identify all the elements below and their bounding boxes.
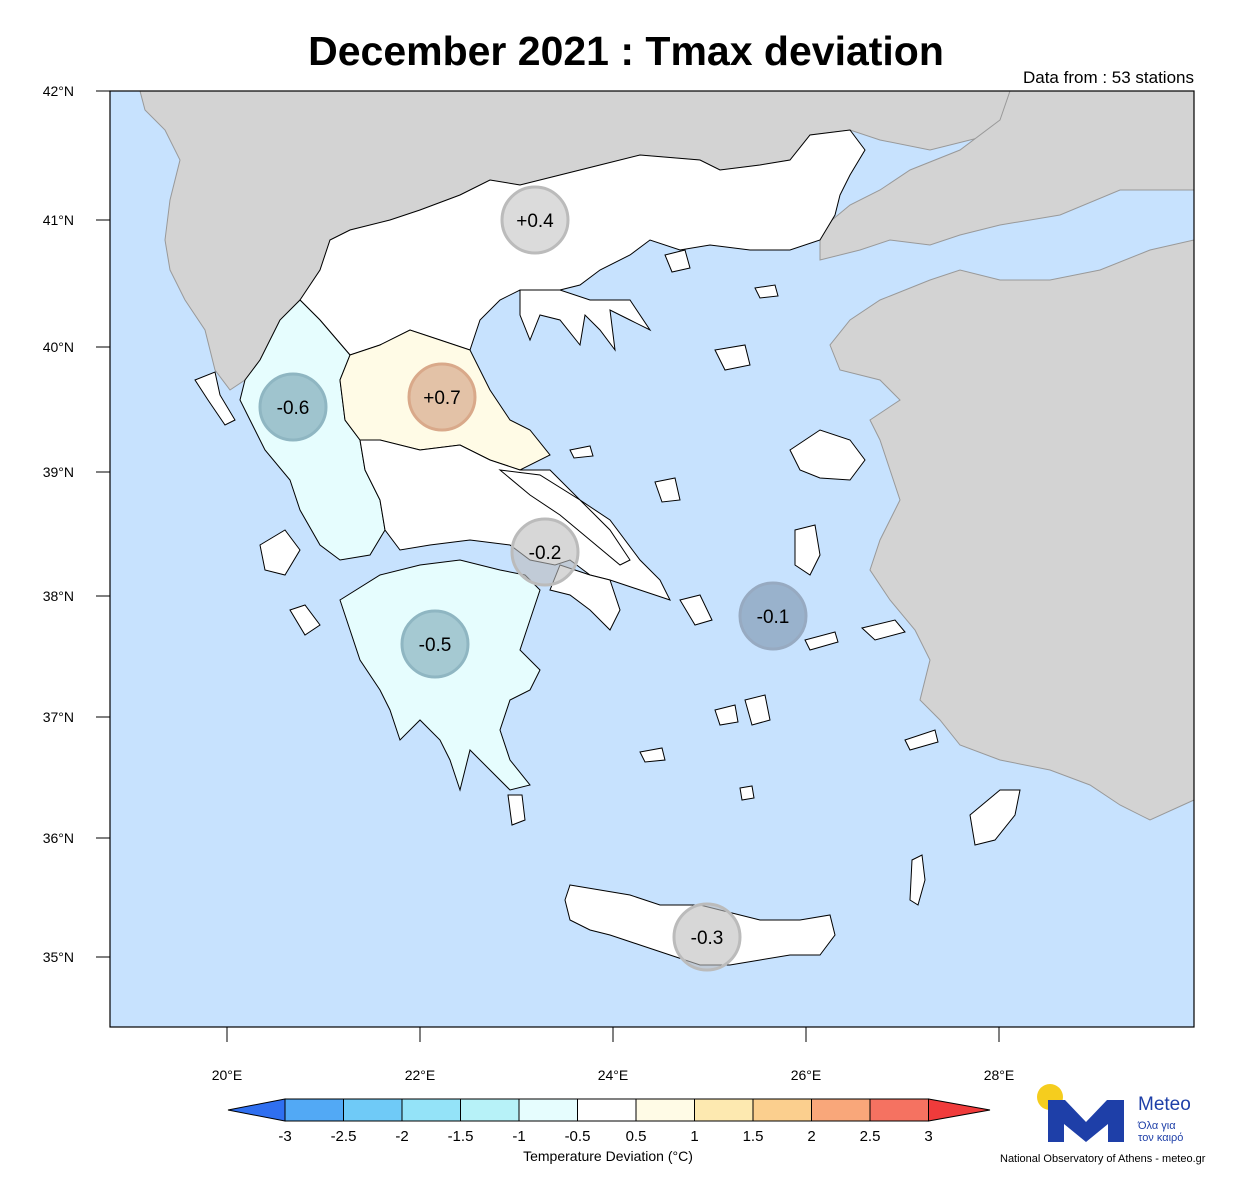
footer-credit: National Observatory of Athens - meteo.g… — [1000, 1153, 1206, 1165]
colorbar-bin — [460, 1098, 520, 1122]
lat-label-7: 35°N — [43, 949, 74, 965]
skyros — [654, 477, 681, 503]
deviation-label: +0.7 — [423, 388, 461, 409]
colorbar-tick: 0.5 — [626, 1128, 647, 1145]
lat-label-5: 37°N — [43, 709, 74, 725]
lat-label-2: 40°N — [43, 339, 74, 355]
deviation-label: -0.1 — [757, 607, 790, 628]
lat-label-1: 41°N — [43, 212, 74, 228]
station-count: Data from : 53 stations — [1022, 68, 1194, 87]
thasos — [664, 249, 691, 273]
marker-aegean-islands: -0.1 — [738, 581, 808, 651]
colorbar-tick: -1.5 — [448, 1128, 474, 1145]
marker-crete: -0.3 — [672, 902, 742, 972]
colorbar-bin — [635, 1098, 695, 1122]
colorbar-tick: 1 — [690, 1128, 698, 1145]
naxos — [744, 694, 771, 726]
lon-label-3: 26°E — [791, 1067, 822, 1083]
map-title: December 2021 : Tmax deviation — [308, 28, 944, 74]
colorbar-bin — [518, 1098, 578, 1122]
colorbar-tick: -2.5 — [331, 1128, 357, 1145]
colorbar-tick: -2 — [395, 1128, 408, 1145]
lon-label-1: 22°E — [405, 1067, 436, 1083]
colorbar-tick: -1 — [512, 1128, 525, 1145]
zakynthos — [289, 604, 321, 636]
colorbar-bin — [343, 1098, 403, 1122]
colorbar-tick: -3 — [278, 1128, 291, 1145]
colorbar-tick: 2 — [807, 1128, 815, 1145]
attica — [549, 564, 621, 631]
logo-wordmark: Meteo — [1138, 1094, 1191, 1115]
map-frame — [109, 90, 1195, 1028]
marker-thessaly: +0.7 — [407, 362, 477, 432]
colorbar-legend: -3 -2.5 -2 -1.5 -1 -0.5 0.5 1 1.5 2 2.5 … — [227, 1098, 991, 1164]
paros — [714, 704, 739, 726]
chalkidiki — [519, 289, 652, 352]
lesbos — [789, 429, 866, 481]
evia — [498, 469, 631, 566]
corfu — [194, 371, 236, 426]
colorbar-bin — [694, 1098, 754, 1122]
colorbar-bin — [752, 1098, 812, 1122]
karpathos — [909, 854, 926, 906]
region-central-greece — [359, 439, 671, 601]
marker-central-greece: -0.2 — [510, 517, 580, 587]
colorbar-tick: 2.5 — [860, 1128, 881, 1145]
logo-tagline-1: Όλα για — [1138, 1120, 1176, 1132]
lat-label-0: 42°N — [43, 83, 74, 99]
marker-macedonia-thrace: +0.4 — [500, 185, 570, 255]
lon-axis: 20°E 22°E 24°E 26°E 28°E — [212, 1027, 1015, 1083]
limnos — [714, 344, 751, 371]
marker-epirus: -0.6 — [258, 372, 328, 442]
kythira — [507, 794, 526, 826]
colorbar-low-arrow — [227, 1098, 286, 1122]
sporades — [569, 445, 594, 459]
lon-label-2: 24°E — [598, 1067, 629, 1083]
kefalonia — [259, 529, 301, 576]
santorini — [739, 785, 755, 801]
region-macedonia-thrace — [299, 129, 866, 356]
deviation-markers: +0.4 -0.6 +0.7 -0.2 -0.1 -0.5 -0.3 — [258, 185, 808, 972]
logo-tagline-2: τον καιρό — [1138, 1132, 1184, 1144]
colorbar-title: Temperature Deviation (°C) — [523, 1148, 693, 1164]
lat-axis: 42°N 41°N 40°N 39°N 38°N 37°N 36°N 35°N — [43, 83, 110, 965]
deviation-label: -0.2 — [529, 543, 562, 564]
deviation-label: +0.4 — [516, 211, 554, 232]
colorbar-bin — [577, 1098, 637, 1122]
colorbar-tick: 3 — [924, 1128, 932, 1145]
lon-label-0: 20°E — [212, 1067, 243, 1083]
lat-label-3: 39°N — [43, 464, 74, 480]
ikaria — [804, 631, 839, 651]
kos — [904, 729, 939, 751]
meteo-logo — [1037, 1084, 1124, 1142]
colorbar-tick: -0.5 — [565, 1128, 591, 1145]
m-logo-icon — [1048, 1100, 1124, 1142]
colorbar-tick: 1.5 — [743, 1128, 764, 1145]
lon-label-4: 28°E — [984, 1067, 1015, 1083]
deviation-label: -0.6 — [277, 398, 310, 419]
deviation-label: -0.3 — [691, 928, 724, 949]
samos — [860, 619, 906, 641]
samothraki — [754, 284, 779, 299]
andros — [679, 594, 713, 626]
deviation-label: -0.5 — [419, 635, 452, 656]
milos — [639, 747, 666, 763]
colorbar-bin — [284, 1098, 344, 1122]
lat-label-6: 36°N — [43, 830, 74, 846]
marker-peloponnese: -0.5 — [400, 609, 470, 679]
turkey-land — [819, 90, 1195, 821]
colorbar-bin — [401, 1098, 461, 1122]
rhodes — [969, 789, 1021, 846]
lat-label-4: 38°N — [43, 588, 74, 604]
colorbar-high-arrow — [928, 1098, 991, 1122]
colorbar-bin — [811, 1098, 871, 1122]
chios — [794, 524, 821, 576]
colorbar-bin — [869, 1098, 929, 1122]
